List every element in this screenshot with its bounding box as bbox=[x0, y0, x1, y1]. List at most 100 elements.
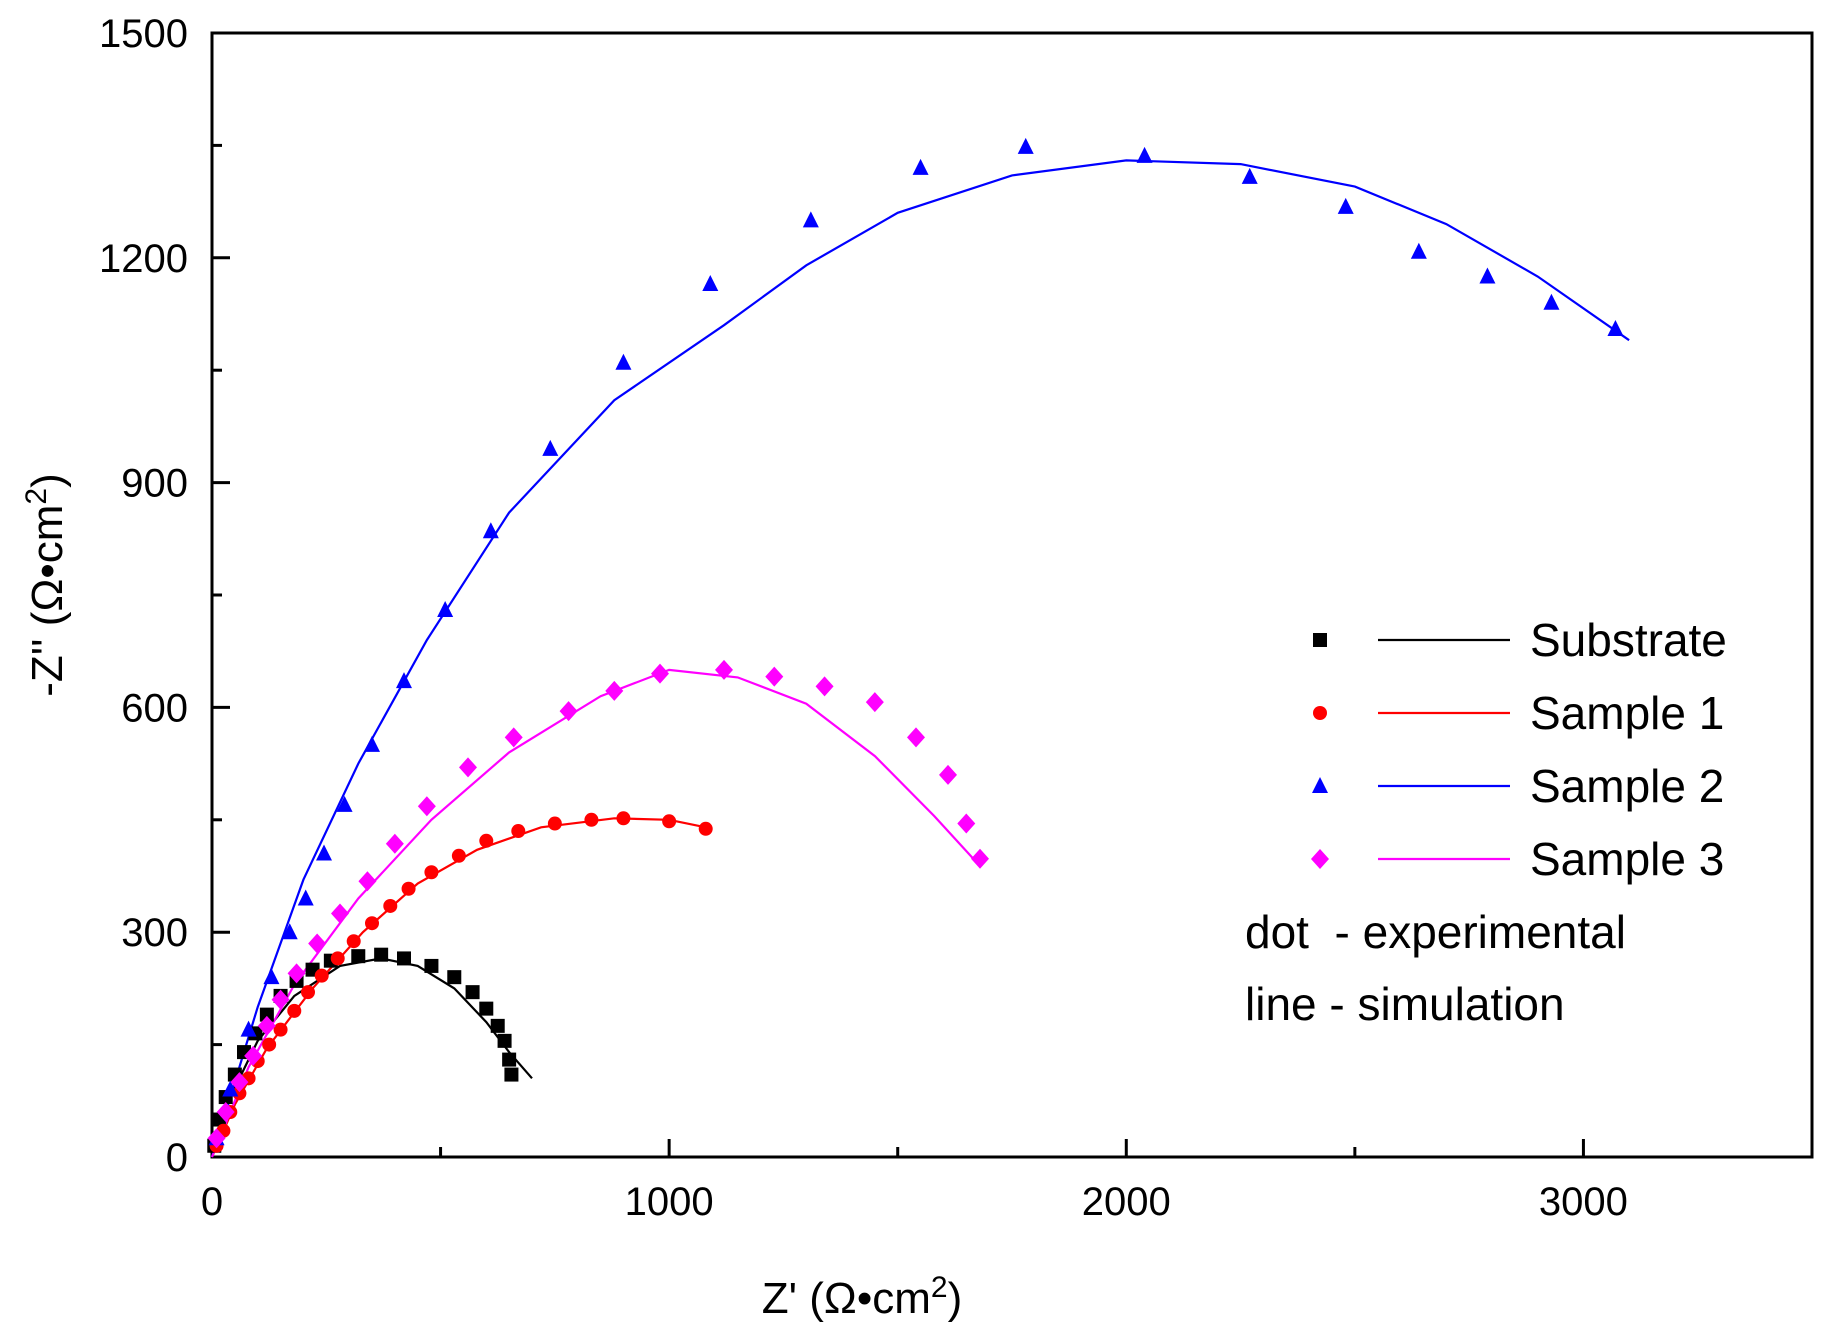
sample-1-data-point bbox=[383, 898, 398, 913]
sample-1-data-point bbox=[273, 1022, 288, 1037]
sample-1-data-point bbox=[401, 881, 416, 896]
sample-3-data-point bbox=[957, 813, 976, 834]
sample-2-data-point bbox=[240, 1020, 257, 1037]
y-tick-label: 0 bbox=[166, 1136, 188, 1180]
sample-3-data-point bbox=[815, 676, 834, 697]
legend-label-sample-1: Sample 1 bbox=[1530, 687, 1724, 739]
sample-1-data-point bbox=[547, 816, 562, 831]
sample-2-data-point bbox=[281, 923, 298, 940]
substrate-data-point bbox=[465, 985, 480, 1000]
y-tick-label: 900 bbox=[121, 462, 188, 506]
sample-2-data-point bbox=[1241, 167, 1258, 184]
sample-2-data-point bbox=[1337, 197, 1354, 214]
x-axis-title: Z' (Ω•cm2) bbox=[762, 1271, 962, 1323]
substrate-data-point bbox=[374, 947, 389, 962]
sample-1-data-point bbox=[232, 1086, 247, 1101]
sample-3-data-point bbox=[244, 1045, 263, 1066]
legend-label-sample-3: Sample 3 bbox=[1530, 833, 1724, 885]
sample-2-data-point bbox=[336, 795, 353, 812]
legend-marker-substrate bbox=[1313, 633, 1327, 647]
experimental-points bbox=[207, 137, 1624, 1153]
y-axis-title: -Z'' (Ω•cm2) bbox=[20, 473, 72, 697]
sample-3-data-point bbox=[207, 1128, 226, 1149]
sample-2-data-point bbox=[542, 439, 559, 456]
sample-3-data-point bbox=[417, 796, 436, 817]
sample-3-data-point bbox=[907, 727, 925, 748]
sample-3-data-point bbox=[230, 1072, 249, 1093]
x-tick-label: 0 bbox=[201, 1180, 223, 1224]
legend-label-sample-2: Sample 2 bbox=[1530, 760, 1724, 812]
sample-3-data-point bbox=[504, 727, 523, 748]
axis-titles: Z' (Ω•cm2) -Z'' (Ω•cm2) bbox=[20, 473, 962, 1323]
sample-1-data-point bbox=[262, 1037, 277, 1052]
sample-2-data-point bbox=[396, 672, 412, 689]
plot-frame bbox=[210, 31, 1814, 1159]
sample-3-data-point bbox=[459, 757, 477, 778]
x-tick-label: 3000 bbox=[1539, 1180, 1628, 1224]
substrate-data-point bbox=[424, 958, 439, 973]
sample-2-data-point bbox=[316, 844, 332, 861]
substrate-data-point bbox=[351, 949, 366, 964]
sample-2-data-point bbox=[1410, 242, 1427, 259]
y-tick-label: 1200 bbox=[99, 237, 188, 281]
sample-3-simulation-line bbox=[210, 668, 977, 1158]
sample-3-data-point bbox=[971, 848, 989, 869]
sample-2-data-point bbox=[912, 158, 929, 175]
sample-3-data-point bbox=[287, 963, 306, 984]
sample-1-data-point bbox=[698, 821, 713, 836]
substrate-data-point bbox=[490, 1018, 505, 1033]
sample-1-data-point bbox=[424, 865, 439, 880]
substrate-data-point bbox=[479, 1001, 494, 1016]
sample-3-data-point bbox=[308, 933, 327, 954]
legend-marker-sample-1 bbox=[1313, 706, 1327, 720]
sample-3-data-point bbox=[865, 692, 884, 713]
sample-2-data-point bbox=[263, 968, 280, 985]
sample-1-data-point bbox=[479, 833, 494, 848]
sample-3-data-point bbox=[216, 1102, 235, 1123]
sample-2-simulation-line bbox=[210, 159, 1630, 1158]
y-tick-label: 300 bbox=[121, 911, 188, 955]
sample-2-data-point bbox=[1607, 319, 1624, 336]
sample-3-data-point bbox=[939, 764, 957, 785]
sample-2-data-point bbox=[297, 889, 314, 906]
sample-1-data-point bbox=[346, 934, 361, 949]
legend: Substrate Sample 1 Sample 2 Sample 3 dot - e… bbox=[1245, 614, 1727, 1030]
sample-2-data-point bbox=[615, 353, 632, 370]
sample-2-data-point bbox=[364, 735, 380, 752]
substrate-data-point bbox=[502, 1052, 517, 1067]
substrate-data-point bbox=[504, 1067, 519, 1082]
sample-3-data-point bbox=[271, 989, 290, 1010]
sample-3-data-point bbox=[385, 833, 404, 854]
sample-2-data-point bbox=[482, 522, 499, 539]
sample-2-data-point bbox=[1017, 137, 1034, 154]
sample-1-simulation-line bbox=[210, 817, 706, 1158]
sample-1-data-point bbox=[662, 814, 677, 829]
legend-note: line - simulation bbox=[1245, 978, 1565, 1030]
sample-1-data-point bbox=[616, 811, 631, 826]
sample-3-data-point bbox=[715, 659, 733, 680]
substrate-data-point bbox=[497, 1033, 512, 1048]
sample-2-data-point bbox=[702, 275, 719, 292]
substrate-data-point bbox=[447, 970, 462, 985]
sample-3-data-point bbox=[331, 903, 349, 924]
sample-1-data-point bbox=[584, 812, 599, 827]
sample-3-data-point bbox=[257, 1015, 276, 1036]
substrate-data-point bbox=[397, 951, 411, 966]
x-tick-label: 1000 bbox=[625, 1180, 714, 1224]
sample-2-data-point bbox=[802, 211, 819, 228]
y-tick-label: 600 bbox=[121, 686, 188, 730]
sample-1-data-point bbox=[287, 1003, 302, 1018]
sample-1-data-point bbox=[451, 848, 466, 863]
legend-note: dot - experimental bbox=[1245, 906, 1626, 958]
sample-3-data-point bbox=[358, 871, 377, 892]
y-tick-label: 1500 bbox=[99, 12, 188, 56]
sample-3-data-point bbox=[765, 666, 784, 687]
sample-2-data-point bbox=[222, 1080, 239, 1097]
substrate-data-point bbox=[259, 1007, 274, 1022]
sample-2-data-point bbox=[1543, 293, 1560, 310]
sample-1-data-point bbox=[301, 985, 315, 1000]
sample-1-data-point bbox=[330, 951, 345, 966]
sample-3-data-point bbox=[605, 680, 624, 701]
sample-3-data-point bbox=[651, 663, 669, 684]
